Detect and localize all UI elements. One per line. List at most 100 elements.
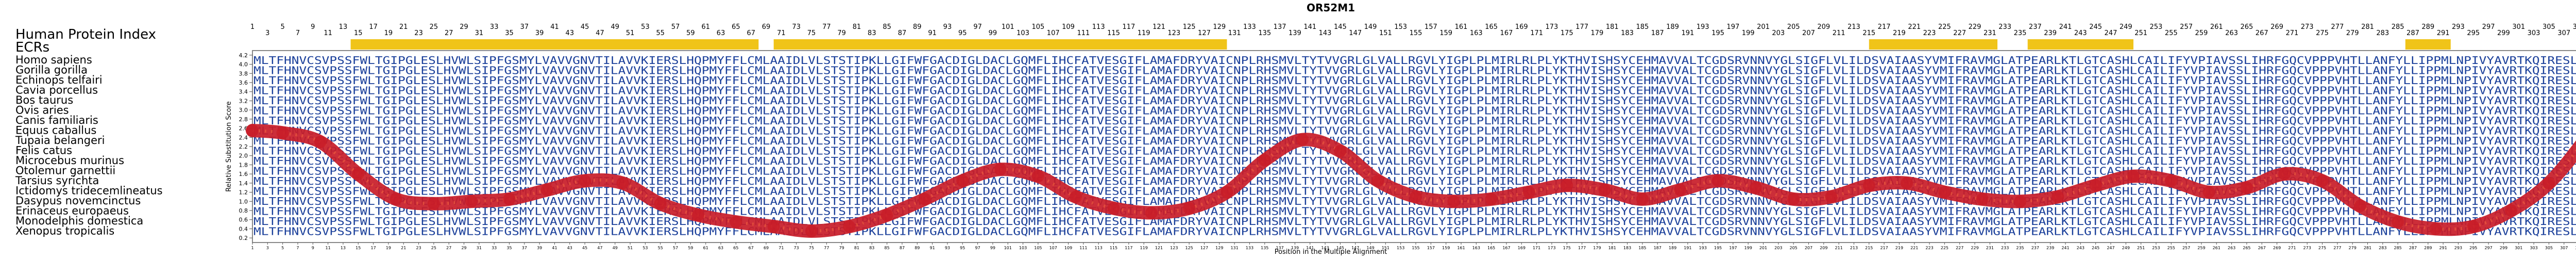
top-index-tick: 249	[2120, 23, 2132, 31]
x-tick-label: 231	[1986, 246, 1994, 250]
top-index-tick: 1	[250, 23, 255, 31]
top-index-tick: 191	[1681, 29, 1694, 37]
x-tick-label: 9	[312, 246, 314, 250]
x-tick-label: 283	[2379, 246, 2386, 250]
x-tick-label: 103	[1019, 246, 1027, 250]
top-index-tick: 181	[1606, 23, 1619, 31]
top-index-tick: 93	[943, 23, 952, 31]
top-index-tick: 199	[1742, 29, 1755, 37]
top-index-tick: 297	[2482, 23, 2495, 31]
species-label: Bos taurus	[15, 94, 73, 106]
top-index-tick: 31	[475, 29, 484, 37]
top-index-tick: 3	[265, 29, 269, 37]
score-point	[2089, 179, 2102, 192]
x-tick-label: 105	[1034, 246, 1042, 250]
x-tick-label: 97	[975, 246, 980, 250]
x-tick-label: 55	[658, 246, 663, 250]
x-tick-label: 153	[1397, 246, 1404, 250]
x-tick-label: 123	[1170, 246, 1178, 250]
top-index-tick: 39	[535, 29, 544, 37]
x-tick-label: 279	[2349, 246, 2357, 250]
x-axis-ticks: 1 3 5 7 9 11 13 15 17 19 21 23 25 27 29 31 33 35 37 39 41 43 4…	[251, 243, 2576, 250]
x-tick-label: 199	[1744, 246, 1752, 250]
top-index-tick: 63	[717, 29, 725, 37]
x-tick-label: 259	[2197, 246, 2205, 250]
x-tick-label: 67	[749, 246, 754, 250]
x-tick-label: 45	[582, 246, 587, 250]
x-tick-label: 291	[2439, 246, 2447, 250]
score-point	[2392, 216, 2404, 229]
species-label: Cavia porcellus	[15, 84, 98, 96]
sequence-row: MLTFHNVCSVPSSFWLTGIPGLESLHVWLSIPFGSMYLVA…	[253, 115, 2576, 127]
x-tick-label: 295	[2469, 246, 2477, 250]
x-tick-label: 271	[2288, 246, 2296, 250]
top-index-tick: 279	[2346, 29, 2359, 37]
score-point	[616, 176, 629, 189]
top-index-tick: 27	[445, 29, 453, 37]
x-tick-label: 129	[1215, 246, 1223, 250]
y-tick-label: 2.2	[239, 143, 248, 150]
score-point	[314, 136, 327, 149]
x-tick-label: 149	[1366, 246, 1374, 250]
y-tick-label: 2.4	[239, 134, 248, 141]
top-index-tick: 305	[2543, 23, 2555, 31]
x-tick-label: 211	[1835, 246, 1842, 250]
x-tick-label: 179	[1593, 246, 1601, 250]
x-tick-label: 5	[281, 246, 284, 250]
sequence-row: MLTFHNVCSVPSSFWLTGIPGLESLHVWLSIPFGSMYLVA…	[253, 85, 2576, 97]
sequence-row: MLTFHNVCSVPSSFWLTGIPGLESLHVWLSIPFGSMYLVA…	[253, 125, 2576, 137]
top-index-tick: 127	[1198, 29, 1211, 37]
x-tick-label: 177	[1578, 246, 1586, 250]
x-tick-label: 133	[1246, 246, 1253, 250]
score-point	[1976, 192, 1989, 205]
x-tick-label: 35	[506, 246, 512, 250]
sequence-row: MLTFHNVCSVPSSFWLTGIPGLESLHVWLSIPFGSMYLVA…	[253, 94, 2576, 107]
x-tick-label: 15	[355, 246, 361, 250]
top-index-tick: 161	[1455, 23, 1468, 31]
x-tick-label: 101	[1004, 246, 1012, 250]
top-index-tick: 273	[2301, 23, 2314, 31]
sequence-row: MLTFHNVCSVPSSFWLTGIPGLESLHVWLSIPFGSMYLVA…	[253, 64, 2576, 77]
species-label: Otolemur garnettii	[15, 165, 115, 177]
score-point	[2316, 174, 2329, 187]
top-index-tick: 185	[1636, 23, 1649, 31]
x-axis-label: Position in the Multiple Alignment	[1275, 248, 1387, 256]
top-index-tick: 187	[1651, 29, 1664, 37]
y-tick-label: 0.4	[239, 225, 248, 232]
score-point	[1145, 206, 1158, 219]
x-tick-label: 247	[2107, 246, 2114, 250]
x-tick-label: 71	[778, 246, 784, 250]
y-tick-label: 4.2	[239, 52, 248, 59]
x-tick-label: 111	[1079, 246, 1087, 250]
x-tick-label: 223	[1925, 246, 1933, 250]
score-point	[1371, 174, 1384, 187]
score-point	[2240, 181, 2253, 194]
top-index-tick: 213	[1848, 23, 1860, 31]
top-index-tick: 175	[1561, 29, 1573, 37]
top-index-tick: 275	[2316, 29, 2329, 37]
top-index-tick: 77	[822, 23, 831, 31]
top-index-tick: 257	[2180, 23, 2193, 31]
top-index-tick: 289	[2421, 23, 2434, 31]
top-index-tick: 75	[807, 29, 816, 37]
top-index-tick: 177	[1575, 23, 1588, 31]
score-point	[1561, 179, 1573, 192]
sequence-row: MLTFHNVCSVPSSFWLTGIPGLESLHVWLSIPFGSMYLVA…	[253, 155, 2576, 167]
x-tick-label: 137	[1276, 246, 1283, 250]
score-point	[1485, 192, 1498, 205]
x-tick-label: 227	[1956, 246, 1963, 250]
score-point	[1107, 202, 1120, 215]
score-point	[1938, 186, 1951, 199]
x-tick-label: 53	[642, 246, 648, 250]
top-index-tick: 169	[1515, 23, 1528, 31]
y-tick-label: 2.8	[239, 116, 248, 123]
top-index-tick: 83	[868, 29, 876, 37]
top-index-tick: 225	[1938, 23, 1951, 31]
species-label: Equus caballus	[15, 124, 96, 137]
score-point	[1862, 179, 1875, 192]
top-index-tick: 261	[2210, 23, 2223, 31]
x-tick-label: 181	[1608, 246, 1616, 250]
top-index-tick: 183	[1621, 29, 1634, 37]
x-tick-label: 235	[2016, 246, 2024, 250]
x-tick-label: 193	[1699, 246, 1707, 250]
